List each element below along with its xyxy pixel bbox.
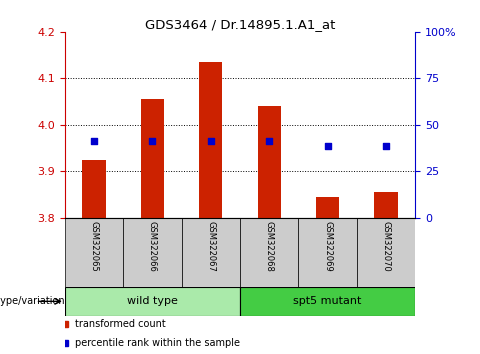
Bar <box>83 160 106 218</box>
Bar <box>123 218 181 287</box>
Text: spt5 mutant: spt5 mutant <box>293 296 362 306</box>
Text: GSM322065: GSM322065 <box>89 221 98 272</box>
Text: genotype/variation: genotype/variation <box>0 296 65 306</box>
Text: GSM322068: GSM322068 <box>264 221 274 272</box>
Bar <box>240 218 299 287</box>
Bar <box>181 218 240 287</box>
Title: GDS3464 / Dr.14895.1.A1_at: GDS3464 / Dr.14895.1.A1_at <box>145 18 335 31</box>
Bar <box>257 106 281 218</box>
Text: GSM322070: GSM322070 <box>382 221 391 272</box>
Bar <box>65 218 123 287</box>
Point <box>265 138 273 144</box>
Bar <box>357 218 415 287</box>
Bar <box>141 99 164 218</box>
Point <box>90 138 98 144</box>
Text: percentile rank within the sample: percentile rank within the sample <box>75 338 240 348</box>
Text: wild type: wild type <box>127 296 178 306</box>
Point <box>148 138 156 144</box>
Bar <box>65 287 240 316</box>
Bar <box>316 197 339 218</box>
Point <box>382 143 390 149</box>
Text: GSM322066: GSM322066 <box>148 221 157 272</box>
Text: GSM322069: GSM322069 <box>323 221 332 272</box>
Bar <box>199 62 223 218</box>
Text: transformed count: transformed count <box>75 319 166 329</box>
Point <box>207 138 215 144</box>
Bar <box>374 192 397 218</box>
Bar <box>299 218 357 287</box>
Bar <box>240 287 415 316</box>
Text: GSM322067: GSM322067 <box>206 221 216 272</box>
Point <box>324 143 331 149</box>
